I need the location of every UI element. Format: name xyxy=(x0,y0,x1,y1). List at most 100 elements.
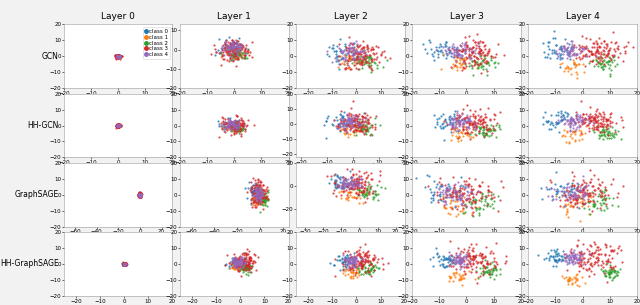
Point xyxy=(450,187,460,192)
Point xyxy=(321,119,331,124)
Point xyxy=(357,57,367,62)
Point xyxy=(450,54,460,59)
Point xyxy=(589,242,600,246)
Point xyxy=(243,263,253,268)
Point xyxy=(596,189,607,194)
Point xyxy=(461,197,471,202)
Point xyxy=(428,198,438,203)
Point xyxy=(347,184,357,189)
Point xyxy=(238,122,248,127)
Point xyxy=(134,192,145,197)
Point xyxy=(457,260,467,265)
Point xyxy=(349,59,360,64)
Point xyxy=(348,255,358,260)
Point xyxy=(358,47,369,52)
Point xyxy=(113,123,123,127)
Point xyxy=(114,123,124,127)
Point xyxy=(607,120,617,124)
Point xyxy=(113,123,123,128)
Point xyxy=(250,183,260,188)
Point xyxy=(461,197,471,202)
Point xyxy=(476,114,486,119)
Point xyxy=(113,123,123,128)
Point xyxy=(557,258,567,263)
Point xyxy=(480,193,490,198)
Point xyxy=(364,59,374,63)
Point xyxy=(349,179,359,184)
Point xyxy=(488,127,499,132)
Point xyxy=(565,51,575,56)
Point xyxy=(576,257,586,262)
Point xyxy=(577,204,587,209)
Point xyxy=(596,129,606,134)
Point xyxy=(343,182,353,187)
Point xyxy=(225,125,236,130)
Point xyxy=(550,258,560,263)
Point xyxy=(573,257,583,261)
Point xyxy=(564,42,574,47)
Point xyxy=(257,206,268,211)
Point xyxy=(473,112,483,117)
Point xyxy=(456,129,467,134)
Point xyxy=(118,261,129,266)
Point xyxy=(565,125,575,130)
Point xyxy=(134,189,145,194)
Point xyxy=(119,263,129,268)
Point xyxy=(118,260,129,265)
Point xyxy=(493,125,504,130)
Point xyxy=(364,270,374,275)
Point xyxy=(225,119,236,124)
Point xyxy=(113,123,123,128)
Point xyxy=(113,53,124,58)
Point xyxy=(342,113,353,118)
Point xyxy=(353,181,364,186)
Point xyxy=(224,34,234,39)
Point xyxy=(464,245,474,250)
Point xyxy=(347,167,357,171)
Point xyxy=(568,262,579,267)
Point xyxy=(353,51,363,56)
Point xyxy=(475,190,485,195)
Point xyxy=(567,39,577,44)
Point xyxy=(556,46,566,51)
Point xyxy=(262,189,272,194)
Point xyxy=(113,55,124,60)
Point xyxy=(442,181,452,186)
Point xyxy=(113,53,123,58)
Point xyxy=(357,185,367,189)
Point xyxy=(604,267,614,272)
Point xyxy=(228,42,238,47)
Point xyxy=(135,192,145,197)
Point xyxy=(113,54,123,59)
Point xyxy=(365,261,376,266)
Point xyxy=(249,258,259,263)
Point xyxy=(229,129,239,134)
Point xyxy=(252,189,262,194)
Point xyxy=(595,134,605,139)
Point xyxy=(470,177,480,181)
Point xyxy=(486,267,496,271)
Point xyxy=(445,185,455,190)
Point xyxy=(243,270,253,274)
Point xyxy=(112,123,122,128)
Point xyxy=(337,121,347,126)
Point xyxy=(119,261,129,266)
Point xyxy=(590,201,600,206)
Point xyxy=(226,54,236,59)
Point xyxy=(232,122,242,127)
Point xyxy=(371,265,381,270)
Point xyxy=(342,182,352,187)
Point xyxy=(365,267,375,272)
Point xyxy=(472,65,483,70)
Point xyxy=(369,257,379,261)
Point xyxy=(603,118,613,123)
Point xyxy=(134,193,145,198)
Point xyxy=(113,54,124,59)
Point xyxy=(436,183,447,188)
Point xyxy=(112,53,122,58)
Point xyxy=(232,125,242,130)
Point xyxy=(460,271,470,275)
Point xyxy=(341,187,351,192)
Point xyxy=(136,195,146,199)
Point xyxy=(583,182,593,187)
